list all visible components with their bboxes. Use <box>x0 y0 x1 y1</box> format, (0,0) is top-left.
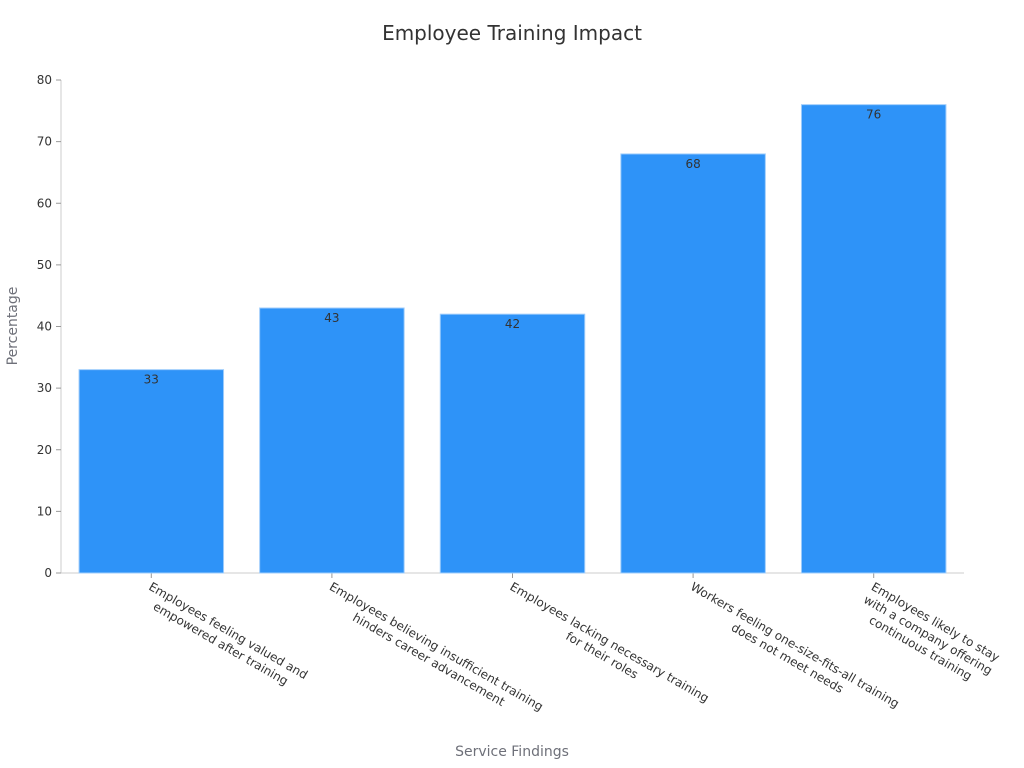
bar <box>620 153 766 574</box>
category-label-line: with a company offering <box>861 592 994 677</box>
category-label-line: Employees feeling valued and <box>146 579 310 682</box>
bar-value-label: 68 <box>685 157 700 171</box>
x-axis <box>61 572 964 578</box>
data-labels: 33 43 42 68 76 <box>144 108 882 387</box>
y-tick-label: 40 <box>37 320 52 334</box>
bars <box>78 104 947 574</box>
y-tick-label: 30 <box>37 381 52 395</box>
y-tick-label: 80 <box>37 73 52 87</box>
y-tick-label: 60 <box>37 196 52 210</box>
category-label-line: hinders career advancement <box>350 610 507 709</box>
bar-value-label: 42 <box>505 317 520 331</box>
x-axis-title: Service Findings <box>455 744 569 760</box>
category-label-line: Employees lacking necessary training <box>508 579 712 705</box>
bar-value-label: 76 <box>866 108 881 122</box>
bar <box>78 369 225 574</box>
y-tick-label: 50 <box>37 258 52 272</box>
category-label: Employees believing insufficient trainin… <box>327 579 546 713</box>
y-tick-label: 0 <box>44 566 52 580</box>
bar-value-label: 33 <box>144 373 159 387</box>
y-axis: 0 10 20 30 40 50 60 70 80 <box>37 73 62 580</box>
chart-title: Employee Training Impact <box>382 21 642 45</box>
bar <box>259 307 405 574</box>
y-tick-label: 70 <box>37 135 52 149</box>
y-tick-label: 10 <box>37 504 52 518</box>
y-axis-title: Percentage <box>5 287 21 366</box>
y-tick-label: 20 <box>37 443 52 457</box>
bar <box>800 104 947 574</box>
category-label-line: empowered after training <box>151 599 291 688</box>
bar-value-label: 43 <box>324 311 339 325</box>
bar <box>439 313 586 574</box>
category-label-line: Employees believing insufficient trainin… <box>327 579 546 713</box>
